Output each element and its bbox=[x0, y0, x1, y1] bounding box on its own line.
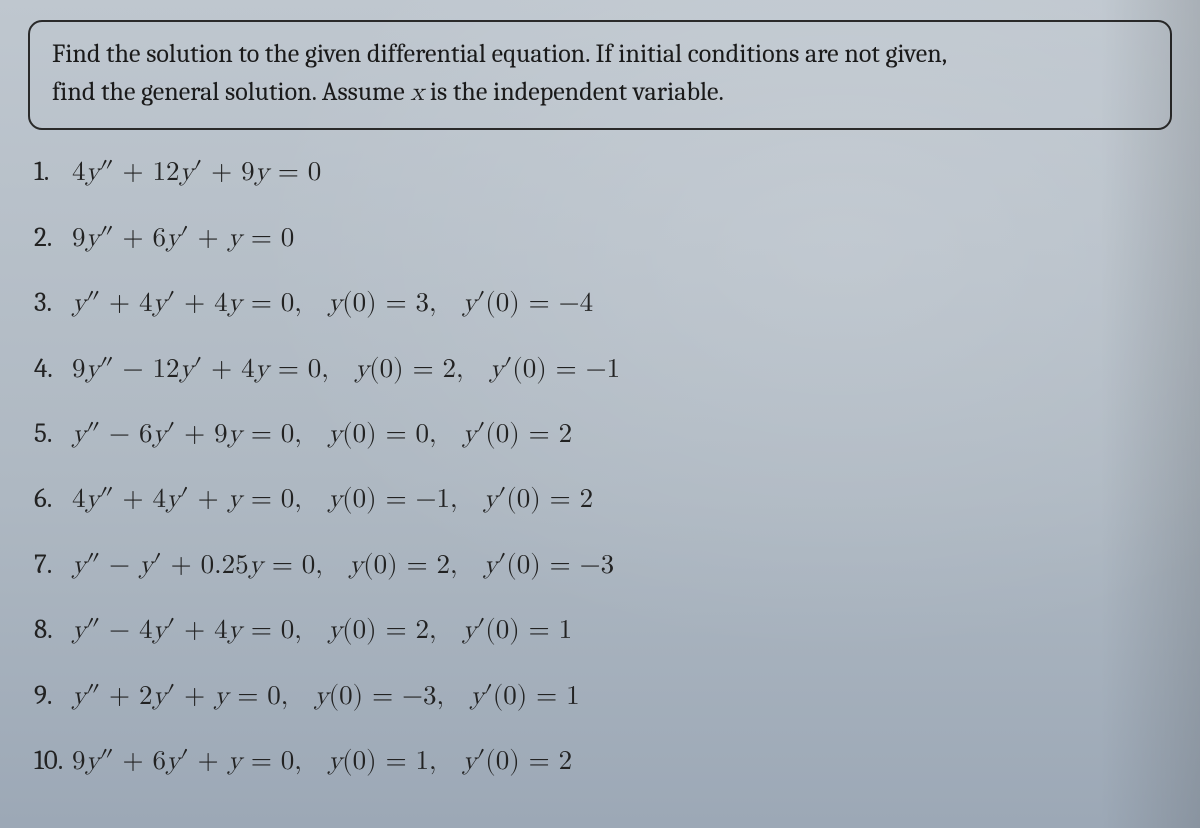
problem-9: y″ + 2y′ + y = 0, y(0) = −3, y′(0) = 1 bbox=[34, 680, 1172, 713]
equation: y″ − 4y′ + 4y = 0, bbox=[72, 617, 302, 644]
initial-condition-2: y′(0) = 2 bbox=[463, 421, 573, 448]
equation: y″ − y′ + 0.25y = 0, bbox=[72, 552, 323, 579]
instructions-line-2b: is the independent variable. bbox=[424, 77, 724, 107]
problem-3: y″ + 4y′ + 4y = 0, y(0) = 3, y′(0) = −4 bbox=[34, 287, 1172, 320]
initial-condition-2: y′(0) = 2 bbox=[463, 748, 573, 775]
initial-condition-1: y(0) = −3, bbox=[314, 683, 444, 710]
initial-condition-1: y(0) = 1, bbox=[328, 748, 437, 775]
initial-condition-2: y′(0) = 1 bbox=[463, 617, 573, 644]
equation: 4y″ + 4y′ + y = 0, bbox=[72, 486, 302, 513]
equation: y″ − 6y′ + 9y = 0, bbox=[72, 421, 302, 448]
initial-condition-1: y(0) = 2, bbox=[349, 552, 458, 579]
initial-condition-2: y′(0) = −1 bbox=[490, 356, 621, 383]
problem-6: 4y″ + 4y′ + y = 0, y(0) = −1, y′(0) = 2 bbox=[34, 483, 1172, 516]
instructions-box: Find the solution to the given different… bbox=[28, 20, 1172, 130]
problem-2: 9y″ + 6y′ + y = 0 bbox=[34, 222, 1172, 255]
initial-condition-2: y′(0) = 2 bbox=[484, 486, 594, 513]
problem-7: y″ − y′ + 0.25y = 0, y(0) = 2, y′(0) = −3 bbox=[34, 549, 1172, 582]
problem-8: y″ − 4y′ + 4y = 0, y(0) = 2, y′(0) = 1 bbox=[34, 614, 1172, 647]
worksheet-page: { "prompt": { "line1_a": "Find the solut… bbox=[0, 0, 1200, 828]
problem-1: 4y″ + 12y′ + 9y = 0 bbox=[34, 156, 1172, 189]
initial-condition-1: y(0) = −1, bbox=[328, 486, 458, 513]
problem-list: 4y″ + 12y′ + 9y = 0 9y″ + 6y′ + y = 0 y″… bbox=[28, 156, 1172, 778]
initial-condition-1: y(0) = 2, bbox=[328, 617, 437, 644]
independent-variable: x bbox=[410, 80, 424, 106]
initial-condition-2: y′(0) = −3 bbox=[484, 552, 615, 579]
equation: 4y″ + 12y′ + 9y = 0 bbox=[72, 159, 321, 186]
initial-condition-2: y′(0) = −4 bbox=[463, 290, 594, 317]
equation: 9y″ + 6y′ + y = 0, bbox=[72, 748, 302, 775]
problem-5: y″ − 6y′ + 9y = 0, y(0) = 0, y′(0) = 2 bbox=[34, 418, 1172, 451]
instructions-line-1: Find the solution to the given different… bbox=[52, 39, 947, 69]
equation: y″ + 4y′ + 4y = 0, bbox=[72, 290, 302, 317]
equation: 9y″ + 6y′ + y = 0 bbox=[72, 225, 294, 252]
instructions-line-2a: find the general solution. Assume bbox=[52, 77, 410, 107]
problem-10: 9y″ + 6y′ + y = 0, y(0) = 1, y′(0) = 2 bbox=[34, 745, 1172, 778]
equation: 9y″ − 12y′ + 4y = 0, bbox=[72, 356, 329, 383]
equation: y″ + 2y′ + y = 0, bbox=[72, 683, 288, 710]
initial-condition-1: y(0) = 2, bbox=[355, 356, 464, 383]
initial-condition-2: y′(0) = 1 bbox=[470, 683, 580, 710]
problem-4: 9y″ − 12y′ + 4y = 0, y(0) = 2, y′(0) = −1 bbox=[34, 353, 1172, 386]
initial-condition-1: y(0) = 0, bbox=[328, 421, 437, 448]
initial-condition-1: y(0) = 3, bbox=[328, 290, 437, 317]
